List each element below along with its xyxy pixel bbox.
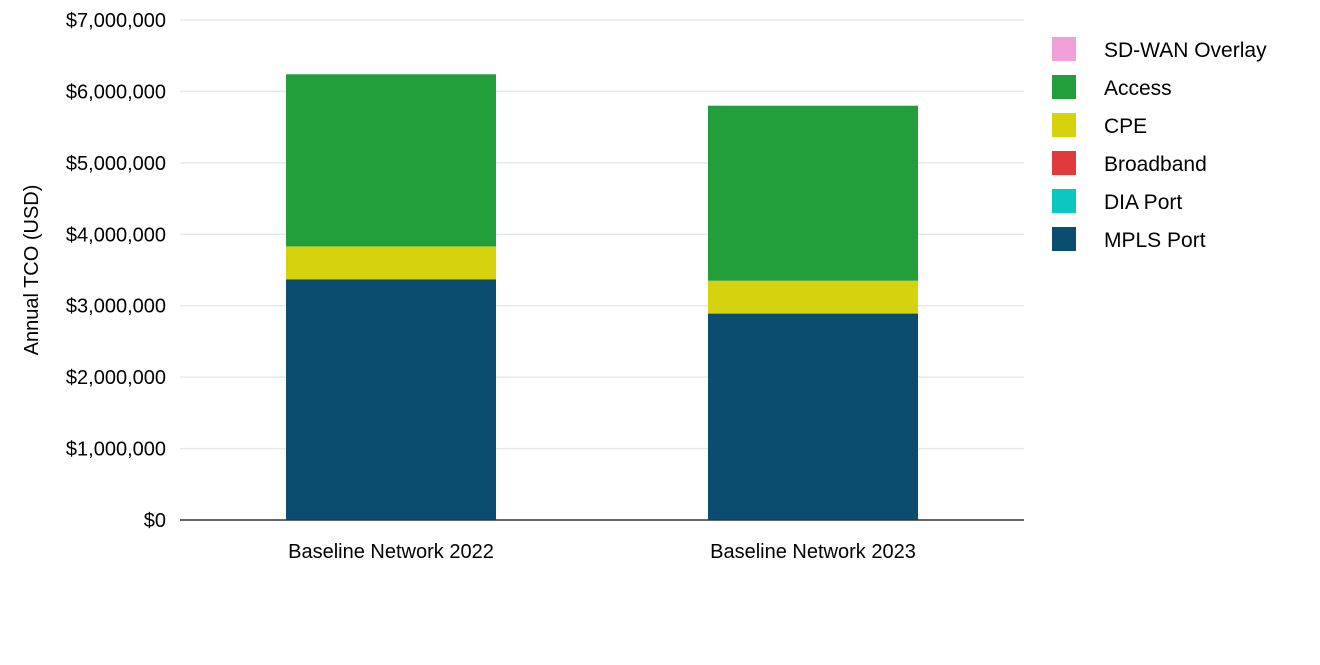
bar-access-2: [708, 105, 918, 281]
y-tick-label: $4,000,000: [66, 224, 166, 246]
y-tick-label: $5,000,000: [66, 153, 166, 175]
legend-label-dia-port: DIA Port: [1104, 191, 1182, 214]
axes: $0 $1,000,000 $2,000,000 $3,000,000 $4,000,0…: [21, 10, 1024, 563]
bar-mpls-port-1: [286, 279, 496, 520]
y-axis-title: Annual TCO (USD): [21, 185, 43, 356]
legend-label-cpe: CPE: [1104, 115, 1147, 138]
legend-swatch-cpe: [1052, 113, 1076, 137]
bar-access-1: [286, 74, 496, 247]
x-category-label: Baseline Network 2022: [288, 541, 494, 563]
legend-swatch-broadband: [1052, 151, 1076, 175]
legend-swatch-access: [1052, 75, 1076, 99]
bar-cpe-1: [286, 246, 496, 280]
legend-swatch-dia-port: [1052, 189, 1076, 213]
legend: SD-WAN Overlay Access CPE Broadband DIA Port…: [1052, 37, 1267, 252]
x-category-label: Baseline Network 2023: [710, 541, 916, 563]
y-tick-label: $3,000,000: [66, 296, 166, 318]
legend-swatch-sd-wan-overlay: [1052, 37, 1076, 61]
legend-swatch-mpls-port: [1052, 227, 1076, 251]
legend-label-mpls-port: MPLS Port: [1104, 229, 1206, 252]
y-tick-label: $2,000,000: [66, 367, 166, 389]
y-tick-label: $6,000,000: [66, 81, 166, 103]
y-tick-label: $0: [144, 510, 166, 532]
legend-label-broadband: Broadband: [1104, 153, 1207, 176]
legend-label-sd-wan-overlay: SD-WAN Overlay: [1104, 39, 1267, 62]
bar-mpls-port-2: [708, 313, 918, 520]
bars: [286, 74, 918, 520]
legend-label-access: Access: [1104, 77, 1172, 100]
bar-cpe-2: [708, 280, 918, 314]
y-tick-label: $7,000,000: [66, 10, 166, 32]
y-tick-label: $1,000,000: [66, 439, 166, 461]
